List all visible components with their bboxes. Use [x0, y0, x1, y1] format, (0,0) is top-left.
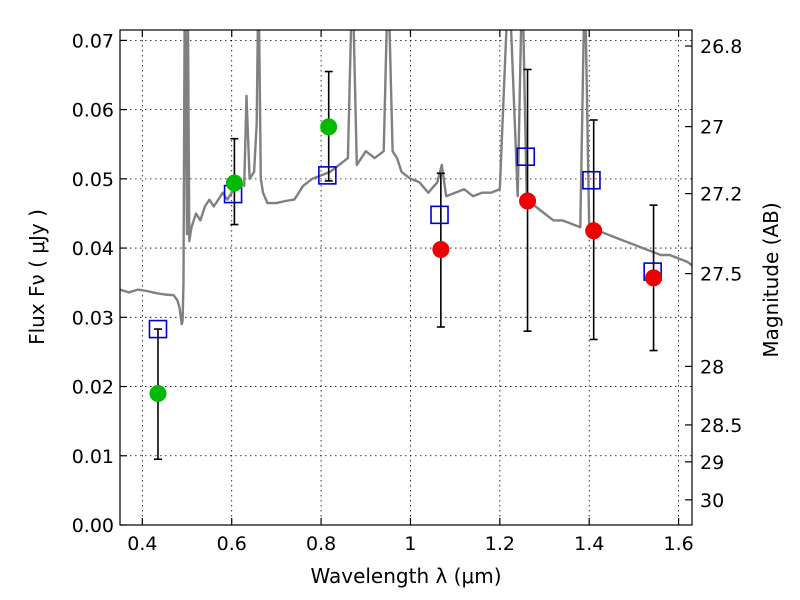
y-tick-label: 0.01	[72, 446, 114, 468]
grid	[120, 30, 692, 526]
mag-tick-label: 27.2	[700, 184, 742, 206]
tick-labels: 0.4 0.6 0.8 1 1.2 1.4 1.6 0.00 0.01 0.02 0.03 0.04 0…	[72, 30, 743, 555]
y-tick-label: 0.06	[72, 100, 114, 122]
model-square	[516, 147, 536, 166]
y-tick-label: 0.05	[72, 169, 114, 191]
x-tick-label: 1.4	[574, 533, 604, 555]
x-axis-label: Wavelength λ (μm)	[310, 564, 501, 588]
mag-tick-label: 27	[700, 117, 724, 139]
green-point	[225, 174, 243, 192]
green-point	[149, 384, 167, 402]
red-point	[432, 240, 450, 258]
red-point	[585, 222, 603, 240]
x-tick-label: 1	[404, 533, 416, 555]
y-tick-label: 0.02	[72, 377, 114, 399]
x-tick-label: 0.8	[306, 533, 336, 555]
data-layer	[120, 30, 692, 461]
mag-tick-label: 26.8	[700, 36, 742, 58]
x-tick-label: 1.2	[485, 533, 515, 555]
red-point	[519, 192, 537, 210]
y-tick-label: 0.07	[72, 30, 114, 52]
y-tick-label: 0.00	[72, 515, 114, 537]
mag-tick-label: 28	[700, 356, 724, 378]
y-right-axis-label: Magnitude (AB)	[759, 202, 783, 357]
mag-tick-label: 30	[700, 490, 724, 512]
red-point	[645, 269, 663, 287]
y-tick-label: 0.04	[72, 238, 114, 260]
model-square	[318, 166, 337, 185]
mag-tick-label: 27.5	[700, 264, 742, 286]
y-tick-label: 0.03	[72, 307, 114, 329]
spectrum-line	[120, 30, 692, 326]
plot-frame	[119, 29, 693, 526]
x-tick-label: 1.6	[663, 533, 693, 555]
model-square	[430, 205, 449, 225]
mag-tick-label: 28.5	[700, 415, 742, 437]
mag-tick-label: 29	[700, 452, 724, 474]
x-tick-label: 0.4	[127, 533, 157, 555]
green-point	[320, 118, 338, 136]
model-square	[148, 319, 168, 339]
ticks	[120, 30, 692, 526]
model-square	[582, 170, 601, 190]
x-tick-label: 0.6	[217, 533, 247, 555]
y-axis-label: Flux Fν ( μJy )	[25, 209, 49, 345]
